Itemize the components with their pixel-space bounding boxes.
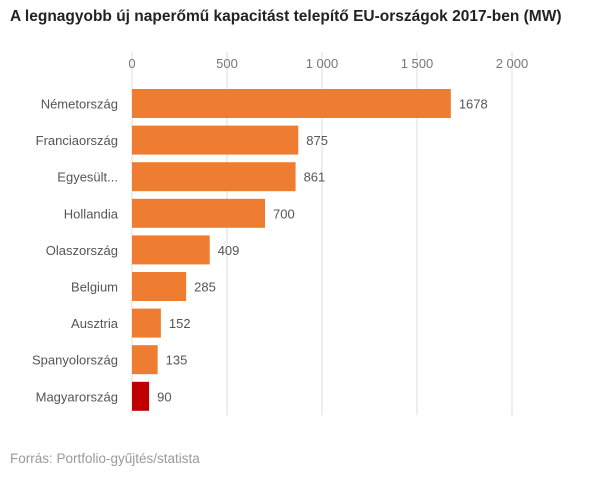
bar — [132, 308, 161, 338]
category-label: Olaszország — [46, 243, 118, 258]
bar-chart: 0 500 1 000 1 500 2 000 Németország Franciaor… — [32, 52, 529, 415]
bar — [132, 345, 158, 375]
category-label: Ausztria — [71, 316, 119, 331]
x-tick-label: 1 500 — [401, 56, 434, 71]
x-tick-label: 2 000 — [496, 56, 529, 71]
value-label: 1678 — [459, 97, 488, 112]
x-tick-label: 500 — [216, 56, 238, 71]
x-tick-label: 1 000 — [306, 56, 339, 71]
bar — [132, 125, 299, 155]
bar — [132, 198, 265, 228]
chart-title: A legnagyobb új naperőmű kapacitást tele… — [10, 8, 562, 25]
source-note: Forrás: Portfolio-gyűjtés/statista — [10, 451, 200, 466]
value-label: 861 — [304, 170, 326, 185]
value-label: 135 — [166, 353, 188, 368]
bar — [132, 89, 451, 118]
bar — [132, 162, 296, 192]
bar — [132, 272, 187, 301]
value-label: 409 — [218, 243, 240, 258]
category-label: Magyarország — [36, 389, 118, 404]
category-label: Franciaország — [36, 133, 118, 148]
category-label: Németország — [41, 97, 118, 112]
category-label: Hollandia — [64, 206, 119, 221]
category-label: Belgium — [71, 280, 118, 295]
bar — [132, 235, 210, 265]
value-label: 90 — [157, 389, 171, 404]
category-label: Egyesült... — [57, 170, 118, 185]
bar — [132, 381, 150, 411]
value-label: 875 — [306, 133, 328, 148]
category-label: Spanyolország — [32, 353, 118, 368]
x-tick-label: 0 — [128, 56, 135, 71]
value-label: 700 — [273, 206, 295, 221]
value-label: 152 — [169, 316, 191, 331]
value-label: 285 — [194, 280, 216, 295]
